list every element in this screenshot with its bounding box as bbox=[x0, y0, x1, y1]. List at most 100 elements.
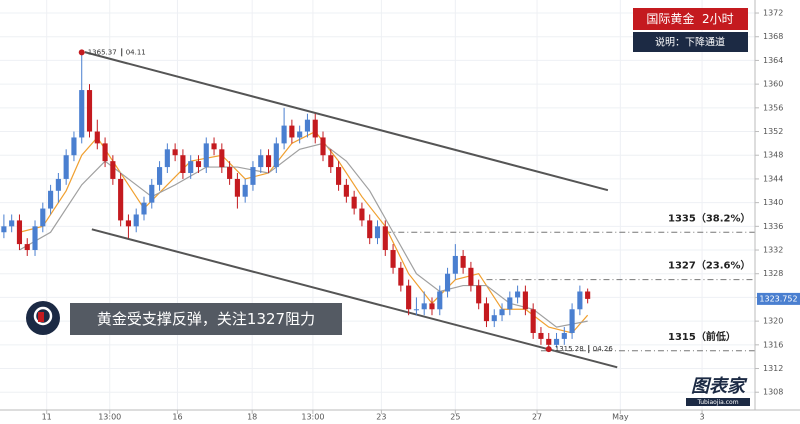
candle-body bbox=[133, 214, 139, 227]
y-tick-label: 1352 bbox=[763, 127, 783, 136]
candle-body bbox=[265, 155, 272, 168]
candle-body bbox=[273, 143, 279, 168]
candle-body bbox=[515, 291, 521, 298]
candle-body bbox=[55, 178, 61, 191]
title-box bbox=[633, 8, 748, 30]
extreme-value: 1315.28 bbox=[555, 345, 584, 353]
candle-body bbox=[413, 309, 419, 311]
candle-body bbox=[40, 208, 46, 227]
level-label: 1327（23.6%） bbox=[668, 259, 751, 272]
candle-body bbox=[16, 220, 23, 245]
candle-body bbox=[530, 309, 536, 333]
extreme-value: 1365.37 bbox=[88, 48, 117, 56]
candle-body bbox=[242, 184, 248, 197]
candle-body bbox=[211, 143, 217, 150]
chart-title: 国际黄金 2小时 bbox=[646, 11, 733, 26]
candle-body bbox=[24, 244, 30, 251]
x-tick-label: 13:00 bbox=[98, 413, 121, 422]
y-tick-label: 1344 bbox=[763, 174, 783, 183]
candle-body bbox=[585, 291, 591, 299]
candle-body bbox=[203, 143, 209, 168]
candle-body bbox=[499, 309, 505, 316]
candle-body bbox=[398, 267, 404, 286]
candle-body bbox=[94, 131, 100, 144]
banner-icon-accent bbox=[38, 312, 44, 322]
y-tick-label: 1312 bbox=[763, 364, 783, 373]
x-tick-label: 16 bbox=[172, 413, 182, 422]
candle-body bbox=[312, 119, 318, 138]
candle-body bbox=[32, 226, 38, 251]
candle-body bbox=[195, 161, 202, 168]
moving-average bbox=[19, 130, 589, 334]
candle-body bbox=[102, 143, 108, 162]
candle-body bbox=[79, 90, 85, 138]
x-tick-label: 3 bbox=[700, 413, 705, 422]
y-tick-label: 1368 bbox=[763, 32, 783, 41]
candle-body bbox=[219, 149, 225, 168]
candle-body bbox=[577, 291, 583, 310]
y-tick-label: 1328 bbox=[763, 269, 783, 278]
candle-body bbox=[444, 273, 451, 292]
candle-body bbox=[86, 90, 93, 132]
candle-body bbox=[297, 131, 303, 138]
y-tick-label: 1356 bbox=[763, 103, 783, 112]
x-tick-label: 18 bbox=[247, 413, 257, 422]
candle-body bbox=[110, 161, 116, 179]
extreme-date: 04.11 bbox=[126, 48, 146, 56]
candle-body bbox=[429, 303, 435, 310]
banner-box bbox=[70, 303, 342, 335]
candle-body bbox=[522, 291, 528, 310]
y-tick-label: 1372 bbox=[763, 9, 783, 18]
watermark: 图表家 bbox=[691, 376, 748, 397]
candle-body bbox=[476, 285, 482, 304]
candle-body bbox=[538, 332, 544, 339]
candle-body bbox=[374, 226, 381, 239]
candle-body bbox=[234, 178, 240, 197]
candle-body bbox=[406, 285, 412, 310]
level-label: 1335（38.2%） bbox=[668, 211, 751, 224]
candle-body bbox=[156, 167, 163, 185]
subtitle-box bbox=[633, 32, 748, 52]
candle-body bbox=[227, 167, 233, 179]
extreme-date: 04.26 bbox=[593, 345, 614, 353]
y-tick-label: 1364 bbox=[763, 56, 783, 65]
candle-body bbox=[180, 155, 186, 174]
y-tick-label: 1320 bbox=[763, 317, 783, 326]
y-tick-label: 1332 bbox=[763, 246, 783, 255]
channel-line bbox=[91, 228, 618, 369]
candle-body bbox=[149, 184, 155, 203]
candle-body bbox=[328, 155, 334, 168]
candle-body bbox=[125, 220, 131, 227]
channel-line bbox=[84, 51, 609, 192]
x-tick-label: 27 bbox=[532, 413, 542, 422]
candle-body bbox=[367, 220, 373, 239]
candle-body bbox=[63, 155, 69, 179]
candle-body bbox=[336, 167, 342, 185]
candle-body bbox=[48, 190, 54, 209]
candle-body bbox=[382, 226, 388, 251]
candle-body bbox=[483, 303, 490, 322]
y-tick-label: 1340 bbox=[763, 198, 783, 207]
candle-body bbox=[507, 297, 513, 310]
candle-body bbox=[320, 137, 326, 156]
candle-body bbox=[437, 291, 443, 310]
x-tick-label: 11 bbox=[42, 413, 52, 422]
candle-body bbox=[281, 125, 287, 144]
candle-body bbox=[258, 155, 264, 168]
watermark-sub: Tubiaojia.com bbox=[696, 399, 738, 406]
y-tick-label: 1316 bbox=[763, 340, 783, 349]
candle-body bbox=[164, 149, 170, 168]
extreme-marker bbox=[78, 49, 85, 56]
candle-body bbox=[289, 125, 295, 138]
y-tick-label: 1348 bbox=[763, 151, 783, 160]
candle-body bbox=[188, 161, 194, 174]
candle-body bbox=[9, 220, 15, 227]
candle-body bbox=[359, 208, 365, 221]
candle-body bbox=[561, 332, 567, 339]
x-tick-label: May bbox=[612, 413, 629, 422]
watermark-bar bbox=[686, 398, 750, 406]
last-price-label: 1323.752 bbox=[759, 294, 797, 303]
candle-body bbox=[491, 315, 497, 322]
